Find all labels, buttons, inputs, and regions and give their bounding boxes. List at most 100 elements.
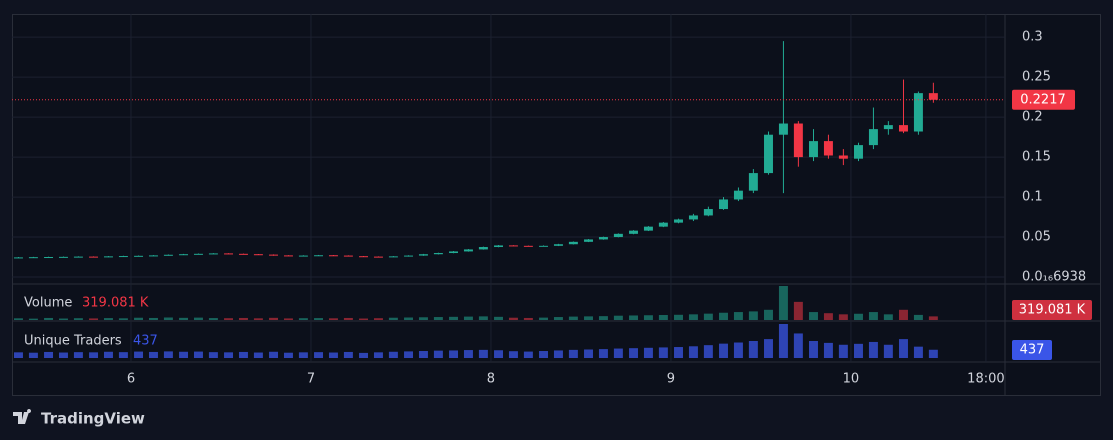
volume-bar [388,317,398,320]
traders-bar [298,352,308,358]
traders-bar [373,352,383,358]
candle-body [658,222,668,227]
traders-bar [404,351,413,358]
traders-bar [719,343,728,358]
traders-bar [688,346,698,358]
volume-bar [208,318,218,320]
traders-bar [359,352,369,358]
volume-bar [508,317,518,320]
logo-text: TradingView [41,410,145,428]
volume-bar [193,317,203,320]
last-price-label: 0.2217 [1020,92,1066,107]
candle-body [13,257,23,259]
volume-bar [148,317,158,320]
candle-body [899,125,908,132]
traders-bar [478,349,488,358]
candle-body [809,141,818,158]
volume-bar [224,318,234,320]
x-tick-label: 18:00 [967,372,1004,387]
candle-body [598,237,608,240]
volume-bar [613,315,623,320]
candle-body [373,256,383,258]
candle-body [163,254,173,256]
candle-body [89,256,99,258]
logo-icon [13,409,32,424]
candle-body [343,255,353,257]
traders-bar [494,350,503,358]
traders-bar [269,351,279,358]
volume-value-box [1012,300,1092,320]
volume-bar [283,318,293,320]
candle-body [449,251,458,254]
candle-body [388,256,398,258]
x-tick-label: 6 [127,372,135,387]
candle-body [463,249,473,252]
traders-value-label: 437 [1020,343,1045,358]
traders-bar [613,348,623,358]
volume-bar [163,317,173,320]
candle-body [764,134,773,174]
volume-bar [643,315,653,320]
volume-bar [238,317,248,320]
candle-body [134,255,144,257]
candle-body [238,253,248,255]
logo: TradingView [13,409,145,428]
traders-bar [163,351,173,358]
volume-bar [883,314,893,320]
candle-body [838,155,848,159]
traders-bar [208,352,218,358]
traders-bar [553,350,563,358]
traders-bar [809,341,818,358]
volume-bar [568,316,578,320]
candle-body [298,255,308,257]
traders-bar [13,352,23,358]
candle-body [868,129,878,146]
traders-bar [703,345,713,358]
volume-legend: Volume [24,296,72,311]
volume-bar [449,316,458,320]
x-tick-label: 9 [667,372,675,387]
candle-body [404,255,413,257]
candle-body [44,257,54,259]
chart-frame [12,14,1101,396]
y-tick-label: 0.3 [1022,30,1043,45]
volume-legend-value: 319.081 K [82,296,149,311]
volume-bar [418,317,428,320]
traders-bar [899,339,908,358]
candle-body [719,199,728,210]
candle-body [854,145,863,159]
candle-body [269,254,279,256]
volume-bar [44,317,54,320]
traders-bar [89,352,99,358]
volume-bar [823,313,833,320]
volume-bar [778,286,788,320]
volume-bar [13,318,23,320]
traders-bar [103,351,113,358]
candle-body [179,254,189,256]
volume-bar [463,316,473,320]
traders-bar [433,350,443,358]
candle-body [913,93,923,132]
traders-bar [868,341,878,358]
last-price-box [1012,89,1075,110]
candle-body [688,215,698,220]
y-tick-label: 0.1 [1022,190,1043,205]
traders-bar [179,351,189,358]
candle-body [883,125,893,130]
traders-bar [748,341,758,358]
traders-bar [598,349,608,358]
candle-body [793,123,803,158]
volume-bar [584,316,593,320]
marks [12,41,1005,358]
volume-bar [764,309,773,320]
volume-bar [433,317,443,320]
volume-bar [539,317,548,320]
traders-bar [928,349,938,358]
volume-bar [658,315,668,320]
volume-bar [899,309,908,320]
traders-bar [418,351,428,358]
traders-bar [793,333,803,358]
candle-body [928,93,938,100]
traders-bar [658,347,668,358]
traders-bar [148,351,158,358]
